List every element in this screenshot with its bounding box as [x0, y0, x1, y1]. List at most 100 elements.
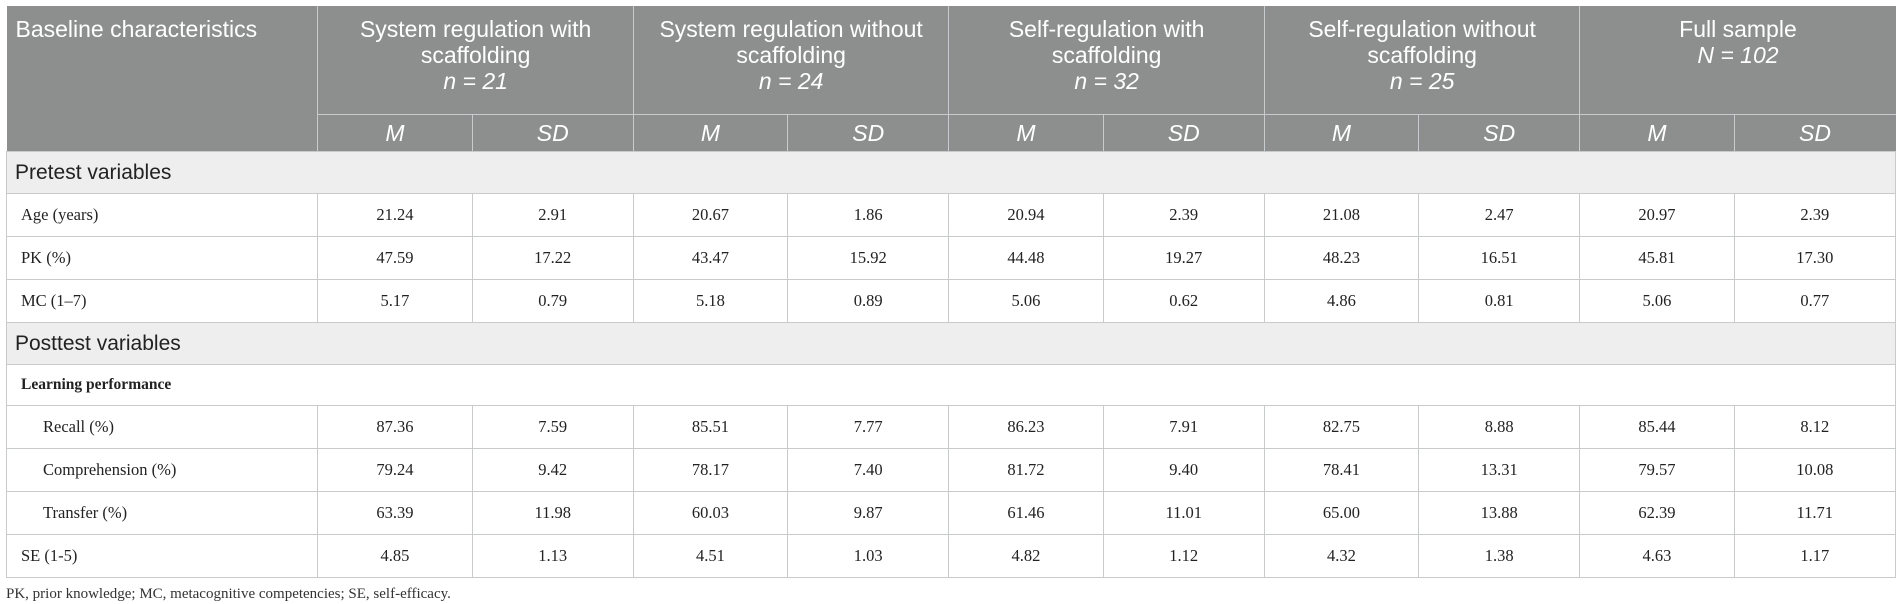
cell-sd: 1.03 [787, 534, 950, 578]
cell-m: 44.48 [948, 236, 1104, 280]
header-sd: SD [1734, 114, 1896, 152]
row-label: MC (1–7) [5, 279, 319, 323]
cell-m: 78.17 [633, 448, 789, 492]
cell-sd: 0.89 [787, 279, 950, 323]
header-m: M [1579, 114, 1735, 152]
cell-sd: 15.92 [787, 236, 950, 280]
cell-m: 65.00 [1264, 491, 1420, 535]
cell-m: 81.72 [948, 448, 1104, 492]
header-row: Baseline characteristics System regulati… [6, 6, 1896, 152]
cell-sd: 9.40 [1103, 448, 1265, 492]
cell-sd: 9.87 [787, 491, 950, 535]
cell-sd: 2.91 [472, 193, 634, 237]
cell-sd: 19.27 [1103, 236, 1265, 280]
cell-m: 61.46 [948, 491, 1104, 535]
table-row: Comprehension (%) 79.24 9.42 78.17 7.40 81.72… [5, 448, 1897, 492]
cell-m: 63.39 [317, 491, 473, 535]
cell-m: 20.67 [633, 193, 789, 237]
group-n: n = 32 [1074, 68, 1139, 94]
cell-m: 21.24 [317, 193, 473, 237]
cell-sd: 13.31 [1418, 448, 1581, 492]
cell-sd: 10.08 [1734, 448, 1897, 492]
cell-sd: 9.42 [472, 448, 634, 492]
cell-m: 85.51 [633, 405, 789, 449]
cell-sd: 0.79 [472, 279, 634, 323]
header-group: System regulation with scaffolding n = 21 [317, 6, 634, 115]
cell-sd: 11.71 [1734, 491, 1897, 535]
cell-sd: 11.01 [1103, 491, 1265, 535]
cell-m: 78.41 [1264, 448, 1420, 492]
cell-sd: 1.38 [1418, 534, 1581, 578]
cell-sd: 2.39 [1103, 193, 1265, 237]
cell-m: 79.57 [1579, 448, 1735, 492]
subsection-label: Learning performance [6, 364, 1896, 406]
cell-m: 5.18 [633, 279, 789, 323]
cell-m: 60.03 [633, 491, 789, 535]
subsection-row-learning: Learning performance [6, 364, 1896, 406]
cell-m: 4.86 [1264, 279, 1420, 323]
cell-m: 62.39 [1579, 491, 1735, 535]
cell-sd: 8.88 [1418, 405, 1581, 449]
table-row: Recall (%) 87.36 7.59 85.51 7.77 86.23 7.91 82.… [5, 405, 1897, 449]
row-label: Recall (%) [5, 405, 319, 449]
row-label: Age (years) [5, 193, 319, 237]
cell-m: 5.06 [948, 279, 1104, 323]
cell-sd: 8.12 [1734, 405, 1897, 449]
section-label: Pretest variables [6, 151, 1896, 194]
group-title: System regulation with scaffolding [359, 16, 592, 68]
row-label: SE (1-5) [5, 534, 319, 578]
header-baseline-characteristics: Baseline characteristics [6, 6, 319, 152]
header-m: M [948, 114, 1104, 152]
group-n: n = 21 [443, 68, 508, 94]
group-n: n = 24 [758, 68, 824, 94]
header-m: M [317, 114, 473, 152]
cell-m: 4.51 [633, 534, 789, 578]
table-row: SE (1-5) 4.85 1.13 4.51 1.03 4.82 1.12 4.32 1.38… [5, 534, 1897, 578]
cell-m: 86.23 [948, 405, 1104, 449]
baseline-table: Baseline characteristics System regulati… [5, 6, 1897, 578]
row-label: Transfer (%) [5, 491, 319, 535]
cell-sd: 11.98 [472, 491, 634, 535]
cell-m: 5.06 [1579, 279, 1735, 323]
header-m: M [1264, 114, 1420, 152]
cell-sd: 7.40 [787, 448, 950, 492]
cell-sd: 1.13 [472, 534, 634, 578]
section-row-pretest: Pretest variables [6, 151, 1896, 194]
header-group: Self-regulation with scaffolding n = 32 [948, 6, 1265, 115]
group-n: N = 102 [1697, 42, 1779, 68]
cell-sd: 0.81 [1418, 279, 1581, 323]
cell-m: 47.59 [317, 236, 473, 280]
header-sd: SD [1418, 114, 1581, 152]
cell-m: 4.63 [1579, 534, 1735, 578]
cell-sd: 16.51 [1418, 236, 1581, 280]
cell-m: 85.44 [1579, 405, 1735, 449]
header-m: M [633, 114, 789, 152]
cell-sd: 7.77 [787, 405, 950, 449]
cell-m: 21.08 [1264, 193, 1420, 237]
cell-m: 79.24 [317, 448, 473, 492]
header-group: Full sample N = 102 [1579, 6, 1896, 115]
cell-m: 4.82 [948, 534, 1104, 578]
group-title: Self-regulation with scaffolding [1008, 16, 1205, 68]
row-label: Comprehension (%) [5, 448, 319, 492]
cell-m: 45.81 [1579, 236, 1735, 280]
table-row: MC (1–7) 5.17 0.79 5.18 0.89 5.06 0.62 4.86 0.81… [5, 279, 1897, 323]
cell-m: 87.36 [317, 405, 473, 449]
table-row: Age (years) 21.24 2.91 20.67 1.86 20.94 2.39 21… [5, 193, 1897, 237]
cell-sd: 0.62 [1103, 279, 1265, 323]
cell-sd: 0.77 [1734, 279, 1897, 323]
cell-sd: 13.88 [1418, 491, 1581, 535]
cell-sd: 2.47 [1418, 193, 1581, 237]
cell-sd: 17.30 [1734, 236, 1897, 280]
table-row: PK (%) 47.59 17.22 43.47 15.92 44.48 19.27 48.2… [5, 236, 1897, 280]
group-n: n = 25 [1389, 68, 1455, 94]
group-title: System regulation without scaffolding [659, 16, 923, 68]
subheader-row: M SD M SD M SD M SD M SD [7, 114, 1896, 152]
cell-m: 20.97 [1579, 193, 1735, 237]
header-group: System regulation without scaffolding n =… [633, 6, 950, 115]
cell-m: 48.23 [1264, 236, 1420, 280]
row-label: PK (%) [5, 236, 319, 280]
cell-sd: 1.17 [1734, 534, 1897, 578]
cell-m: 20.94 [948, 193, 1104, 237]
cell-m: 4.32 [1264, 534, 1420, 578]
